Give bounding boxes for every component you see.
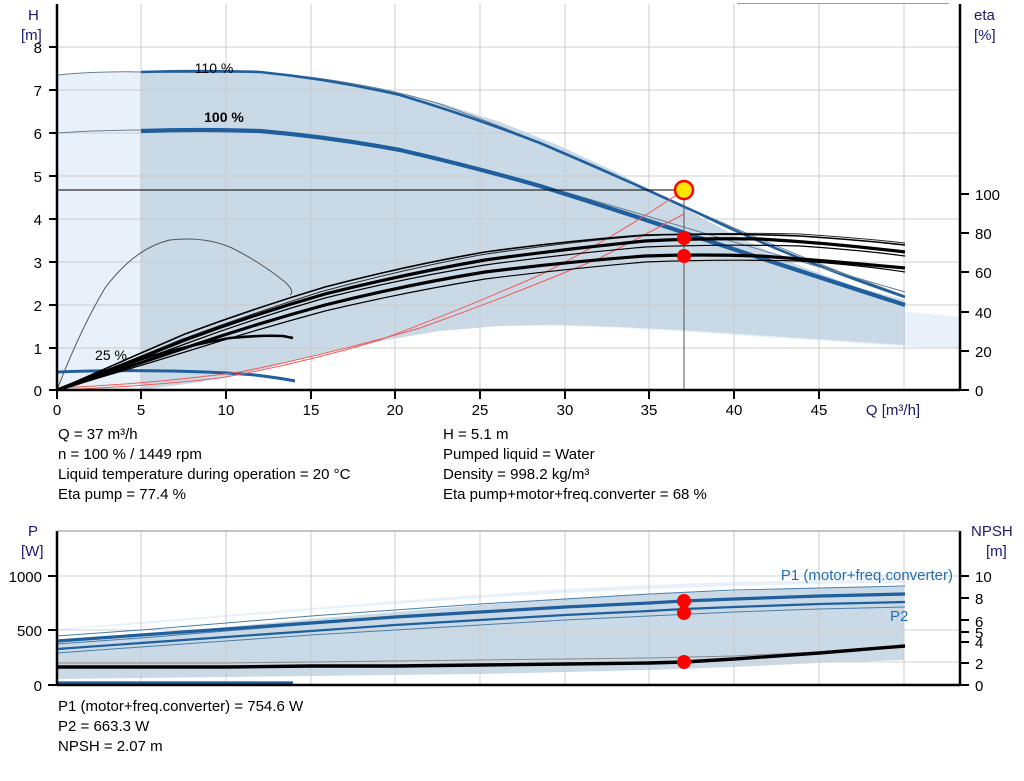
eta-curve-band-a xyxy=(57,244,906,390)
duty-marker-eta-total xyxy=(677,249,691,263)
p-tick-2: 1000 xyxy=(9,569,42,586)
eta-curve-100 xyxy=(57,237,906,390)
duty-point-marker[interactable] xyxy=(673,179,695,201)
power-npsh-chart: 0 500 1000 P [W] 0 2 4 5 6 8 10 NPSH [m]… xyxy=(9,523,1013,695)
q-tick-3: 15 xyxy=(303,402,320,419)
h-axis-title: H xyxy=(28,7,39,24)
readout-bottom: P1 (motor+freq.converter) = 754.6 W P2 =… xyxy=(58,697,303,757)
npsh-axis-unit: [m] xyxy=(986,543,1007,560)
duty-marker-p1 xyxy=(677,594,691,608)
q-tick-4: 20 xyxy=(387,402,404,419)
eta-axis-title: eta xyxy=(974,7,996,24)
eta-tick-0: 0 xyxy=(975,383,983,400)
h-axis-unit: [m] xyxy=(21,27,42,44)
h-tick-4: 4 xyxy=(34,212,42,229)
q-tick-6: 30 xyxy=(557,402,574,419)
p2-curve xyxy=(57,600,906,651)
annotation-p1: P1 (motor+freq.converter) xyxy=(781,567,953,584)
p1-upper-guide xyxy=(57,585,906,637)
readout-bottom-line-2: NPSH = 2.07 m xyxy=(58,738,163,755)
q-tick-0: 0 xyxy=(53,402,61,419)
npsh-tick-1: 2 xyxy=(975,656,983,673)
duty-marker-eta-pump xyxy=(677,231,691,245)
readout-bottom-line-1: P2 = 663.3 W xyxy=(58,718,150,735)
npsh-tick-4: 6 xyxy=(975,614,983,631)
readout-left-line-1: n = 100 % / 1449 rpm xyxy=(58,446,202,463)
readout-right: H = 5.1 m Pumped liquid = Water Density … xyxy=(443,425,707,505)
npsh-tick-3: 5 xyxy=(975,625,983,642)
eta-tick-2: 40 xyxy=(975,305,992,322)
eta-curve-25-small xyxy=(57,238,293,390)
npsh-curve xyxy=(57,644,906,669)
readout-bottom-line-0: P1 (motor+freq.converter) = 754.6 W xyxy=(58,698,304,715)
eta-axis-ticks xyxy=(960,193,969,391)
npsh-tick-5: 8 xyxy=(975,591,983,608)
h-tick-6: 6 xyxy=(34,126,42,143)
q-tick-7: 35 xyxy=(641,402,658,419)
readout-left-line-2: Liquid temperature during operation = 20… xyxy=(58,466,351,483)
p2-lower-guide xyxy=(57,606,906,654)
h-tick-8: 8 xyxy=(34,40,42,57)
eta-tick-3: 60 xyxy=(975,265,992,282)
operating-envelope xyxy=(141,71,905,390)
h-axis-ticks xyxy=(49,46,57,391)
annotation-p2: P2 xyxy=(890,608,908,625)
p-axis-unit: [W] xyxy=(21,543,44,560)
eta-tick-1: 20 xyxy=(975,344,992,361)
h-tick-1: 1 xyxy=(34,341,42,358)
readout-left-line-0: Q = 37 m³/h xyxy=(58,426,138,443)
npsh-axis-ticks xyxy=(960,575,969,686)
h-tick-5: 5 xyxy=(34,169,42,186)
q-tick-1: 5 xyxy=(137,402,145,419)
h-tick-0: 0 xyxy=(34,383,42,400)
q-tick-2: 10 xyxy=(218,402,235,419)
npsh-tick-2: 4 xyxy=(975,635,983,652)
readout-left: Q = 37 m³/h n = 100 % / 1449 rpm Liquid … xyxy=(58,425,350,505)
npsh-tick-6: 10 xyxy=(975,569,992,586)
annotation-speed-100: 100 % xyxy=(204,109,244,125)
q-tick-9: 45 xyxy=(811,402,828,419)
readout-right-line-1: Pumped liquid = Water xyxy=(443,446,595,463)
eta-curve-guide-upper xyxy=(57,232,906,390)
eta-tick-5: 100 xyxy=(975,187,1000,204)
q-axis-title: Q [m³/h] xyxy=(866,402,920,419)
eta-curve-110 xyxy=(57,233,906,390)
npsh-curve-red-ext xyxy=(57,213,685,389)
p-tick-0: 0 xyxy=(34,678,42,695)
readout-left-line-3: Eta pump = 77.4 % xyxy=(58,486,186,503)
eta-curve-25-low xyxy=(57,334,294,390)
p-axis-ticks xyxy=(48,575,57,686)
annotation-speed-110: 110 % xyxy=(195,60,234,76)
readout-right-line-3: Eta pump+motor+freq.converter = 68 % xyxy=(443,486,707,503)
eta-tick-4: 80 xyxy=(975,226,992,243)
h-tick-2: 2 xyxy=(34,298,42,315)
eta-curve-band-b xyxy=(57,259,906,390)
head-efficiency-chart: 0 1 2 3 4 5 6 7 8 H [m] 0 5 10 15 20 25 … xyxy=(21,4,1000,419)
duty-marker-npsh xyxy=(677,655,691,669)
q-tick-5: 25 xyxy=(472,402,489,419)
p-tick-1: 500 xyxy=(17,623,42,640)
npsh-axis-title: NPSH xyxy=(971,523,1013,540)
p-axis-title: P xyxy=(28,523,38,540)
npsh-tick-0: 0 xyxy=(975,678,983,695)
h-tick-3: 3 xyxy=(34,255,42,272)
eta-axis-unit: [%] xyxy=(974,27,996,44)
h-tick-7: 7 xyxy=(34,83,42,100)
duty-marker-p2 xyxy=(677,606,691,620)
npsh-guide xyxy=(57,646,906,664)
readout-right-line-0: H = 5.1 m xyxy=(443,426,509,443)
head-curve-100 xyxy=(140,127,906,307)
p1-curve xyxy=(57,592,906,643)
readout-right-line-2: Density = 998.2 kg/m³ xyxy=(443,466,590,483)
q-tick-8: 40 xyxy=(726,402,743,419)
annotation-speed-25: 25 % xyxy=(95,347,127,363)
q-axis-ticks xyxy=(56,390,820,399)
